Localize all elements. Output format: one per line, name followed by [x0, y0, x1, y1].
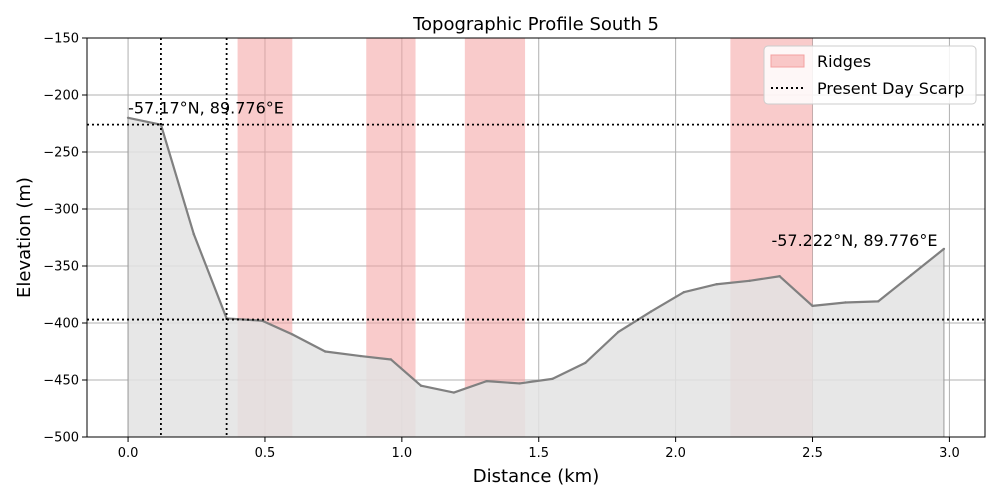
legend-ridges-swatch: [770, 54, 805, 68]
profile-point: [682, 291, 686, 294]
profile-line: [127, 116, 945, 394]
x-tick-label: 0.5: [255, 446, 276, 461]
profile-point: [616, 330, 620, 334]
ridge-band: [464, 38, 526, 437]
y-tick-label: −450: [43, 374, 79, 389]
profile-point: [844, 301, 847, 304]
legend-box: [763, 45, 977, 105]
y-tick-label: −250: [43, 146, 79, 161]
profile-point: [551, 377, 554, 381]
legend: Ridges Present Day Scarp: [763, 45, 977, 105]
profile-point: [485, 379, 488, 383]
profile-point: [778, 275, 781, 278]
plot-frame: [86, 37, 986, 438]
profile-point: [126, 116, 130, 120]
profile-point: [452, 391, 456, 394]
y-tick-label: −150: [43, 32, 79, 47]
x-tick-label: 0.0: [118, 446, 139, 461]
profile-point: [649, 310, 653, 313]
coordinate-annotations: -57.17°N, 89.776°E -57.222°N, 89.776°E: [128, 99, 937, 250]
y-axis-ticks: −500 −450 −400 −350 −300 −250 −200 −150: [43, 32, 87, 446]
y-tick-label: −300: [43, 203, 79, 218]
legend-scarp-label: Present Day Scarp: [817, 79, 964, 98]
x-tick-label: 1.5: [528, 446, 549, 461]
profile-point: [909, 273, 913, 277]
profile-point: [419, 384, 423, 387]
coordinate-annotation: -57.222°N, 89.776°E: [771, 231, 937, 250]
y-tick-label: −200: [43, 89, 79, 104]
x-axis-ticks: 0.0 0.5 1.0 1.5 2.0 2.5 3.0: [118, 437, 960, 461]
profile-point: [323, 350, 327, 353]
profile-point: [715, 283, 718, 286]
profile-point: [748, 279, 751, 283]
profile-point: [359, 354, 362, 358]
coordinate-annotation: -57.17°N, 89.776°E: [128, 99, 284, 118]
profile-point: [811, 304, 814, 308]
scarp-lines: [87, 38, 985, 437]
x-tick-label: 2.5: [802, 446, 823, 461]
profile-point: [518, 382, 521, 385]
x-tick-label: 1.0: [392, 446, 413, 461]
profile-point: [942, 247, 946, 251]
y-tick-label: −400: [43, 317, 79, 332]
legend-ridges-label: Ridges: [817, 52, 871, 71]
profile-point: [877, 300, 880, 303]
x-tick-label: 3.0: [939, 446, 960, 461]
x-axis-title: Distance (km): [473, 466, 599, 487]
profile-area: [126, 116, 946, 438]
chart-title: Topographic Profile South 5: [412, 14, 659, 35]
y-tick-label: −350: [43, 260, 79, 275]
y-axis-title: Elevation (m): [14, 177, 35, 298]
profile-point: [389, 358, 393, 361]
profile-point: [192, 232, 195, 236]
profile-point: [584, 361, 587, 365]
profile-point: [291, 333, 294, 336]
y-tick-label: −500: [43, 431, 79, 446]
x-tick-label: 2.0: [665, 446, 686, 461]
